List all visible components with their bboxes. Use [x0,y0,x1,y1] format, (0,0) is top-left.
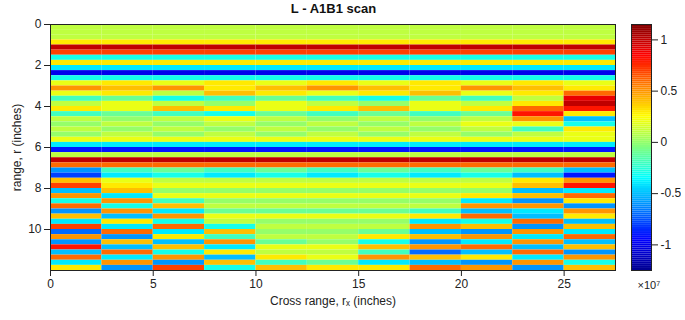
svg-text:8: 8 [35,181,42,195]
svg-text:15: 15 [352,277,366,291]
svg-text:0: 0 [661,135,668,149]
svg-text:10: 10 [28,222,42,236]
svg-text:1: 1 [661,33,668,47]
svg-text:25: 25 [557,277,571,291]
svg-text:4: 4 [35,99,42,113]
svg-text:5: 5 [150,277,157,291]
html-text:L - A1B1 scan: L - A1B1 scan [290,1,377,16]
svg-text:10: 10 [249,277,263,291]
svg-text:0: 0 [35,18,42,31]
svg-text:6: 6 [35,140,42,154]
svg-text:20: 20 [455,277,469,291]
svg-text:×10⁷: ×10⁷ [638,279,661,291]
svg-text:0.5: 0.5 [661,84,678,98]
svg-text:0: 0 [47,277,54,291]
svg-text:-0.5: -0.5 [661,186,682,200]
svg-text:Cross range, rₓ (inches): Cross range, rₓ (inches) [270,294,396,308]
svg-text:2: 2 [35,58,42,72]
svg-text:-1: -1 [661,238,672,252]
svg-text:range, r (inches): range, r (inches) [10,104,24,191]
